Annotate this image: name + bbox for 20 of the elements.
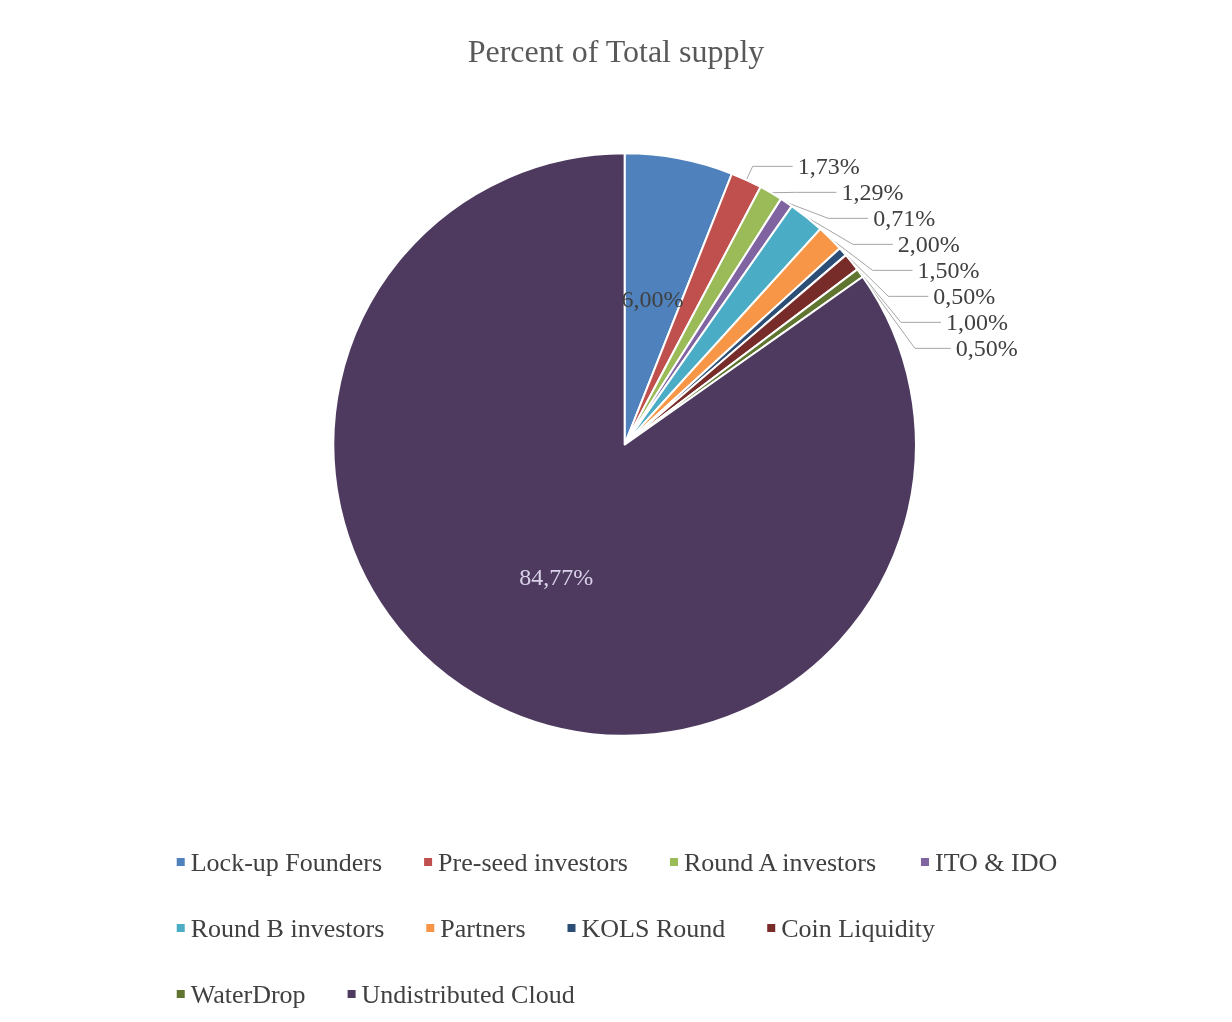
legend-label: Coin Liquidity	[781, 913, 936, 943]
data-label: 0,71%	[873, 205, 936, 232]
legend-label: Round B investors	[190, 913, 385, 943]
data-label: 1,29%	[841, 179, 904, 206]
data-label: 0,50%	[933, 283, 996, 310]
data-label: 1,73%	[797, 153, 860, 180]
legend-label: Lock-up Founders	[190, 847, 383, 877]
chart-title: Percent of Total supply	[467, 33, 765, 69]
legend-label: KOLS Round	[581, 913, 726, 943]
data-label: 84,77%	[519, 563, 594, 590]
legend-label: Round A investors	[683, 847, 877, 877]
legend-label: Undistributed Cloud	[361, 979, 575, 1009]
legend-label: WaterDrop	[190, 979, 306, 1009]
data-label: 0,50%	[955, 335, 1018, 362]
data-label: 1,00%	[945, 309, 1008, 336]
legend-label: ITO & IDO	[934, 847, 1058, 877]
legend-label: Partners	[440, 913, 526, 943]
data-label: 1,50%	[917, 257, 980, 284]
legend-label: Pre-seed investors	[438, 847, 628, 877]
data-label: 2,00%	[897, 231, 960, 258]
